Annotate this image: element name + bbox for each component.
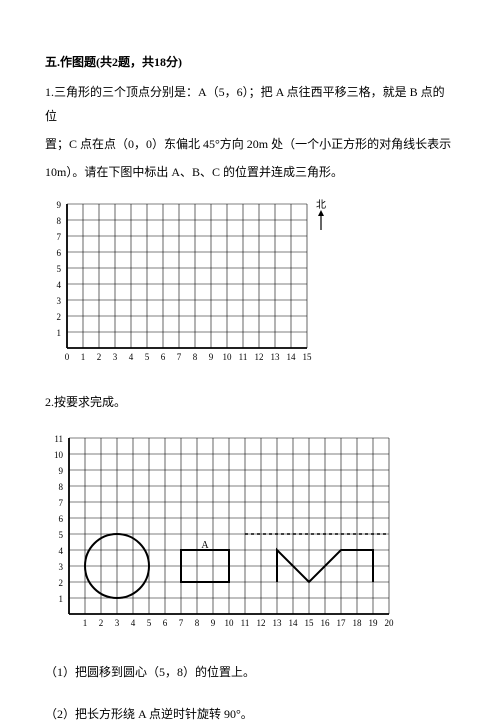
svg-text:11: 11 [241,618,250,628]
svg-text:20: 20 [385,618,395,628]
svg-text:11: 11 [54,434,63,444]
svg-text:2: 2 [59,578,64,588]
q2-grid: 1234567891011121314151617181920123456789… [45,430,455,642]
svg-text:3: 3 [57,296,62,306]
svg-text:8: 8 [59,482,64,492]
svg-text:7: 7 [179,618,184,628]
svg-text:14: 14 [287,352,297,362]
svg-text:A: A [201,540,209,551]
svg-text:18: 18 [353,618,363,628]
svg-text:9: 9 [57,200,62,210]
svg-text:北: 北 [316,199,326,211]
q1-grid: 0123456789101112131415123456789北 [45,192,455,376]
svg-text:1: 1 [59,594,64,604]
svg-text:7: 7 [177,352,182,362]
svg-text:15: 15 [305,618,315,628]
svg-text:8: 8 [195,618,200,628]
svg-text:6: 6 [161,352,166,362]
svg-text:5: 5 [57,264,62,274]
svg-text:1: 1 [81,352,86,362]
svg-text:0: 0 [65,352,70,362]
svg-text:2: 2 [57,312,62,322]
svg-text:12: 12 [255,352,264,362]
svg-text:9: 9 [209,352,214,362]
svg-text:10: 10 [54,450,64,460]
svg-text:3: 3 [113,352,118,362]
svg-text:7: 7 [57,232,62,242]
svg-text:12: 12 [257,618,266,628]
svg-text:15: 15 [303,352,313,362]
svg-text:8: 8 [57,216,62,226]
svg-text:5: 5 [145,352,150,362]
q2-title: 2.按要求完成。 [45,390,455,414]
svg-text:7: 7 [59,498,64,508]
svg-text:3: 3 [59,562,64,572]
svg-text:6: 6 [59,514,64,524]
svg-text:4: 4 [131,618,136,628]
svg-text:17: 17 [337,618,347,628]
svg-text:8: 8 [193,352,198,362]
svg-text:5: 5 [59,530,64,540]
q1-line2: 置；C 点在点（0，0）东偏北 45°方向 20m 处（一个小正方形的对角线长表… [45,132,455,156]
svg-text:10: 10 [225,618,235,628]
svg-text:10: 10 [223,352,233,362]
svg-text:14: 14 [289,618,299,628]
svg-text:4: 4 [129,352,134,362]
svg-text:13: 13 [271,352,281,362]
svg-text:2: 2 [99,618,104,628]
svg-text:6: 6 [57,248,62,258]
q2-sub1: （1）把圆移到圆心（5，8）的位置上。 [45,660,455,684]
svg-text:2: 2 [97,352,102,362]
svg-text:1: 1 [83,618,88,628]
svg-text:4: 4 [57,280,62,290]
svg-text:9: 9 [211,618,216,628]
svg-text:3: 3 [115,618,120,628]
svg-text:9: 9 [59,466,64,476]
q2-sub2: （2）把长方形绕 A 点逆时针旋转 90°。 [45,702,455,726]
q1-line3: 10m）。请在下图中标出 A、B、C 的位置并连成三角形。 [45,160,455,184]
svg-text:19: 19 [369,618,379,628]
section-title: 五.作图题(共2题，共18分) [45,50,455,74]
svg-text:1: 1 [57,328,62,338]
svg-text:13: 13 [273,618,283,628]
svg-text:11: 11 [239,352,248,362]
svg-text:4: 4 [59,546,64,556]
q1-line1: 1.三角形的三个顶点分别是：A（5，6）；把 A 点往西平移三格，就是 B 点的… [45,80,455,128]
svg-text:6: 6 [163,618,168,628]
svg-text:5: 5 [147,618,152,628]
svg-text:16: 16 [321,618,331,628]
